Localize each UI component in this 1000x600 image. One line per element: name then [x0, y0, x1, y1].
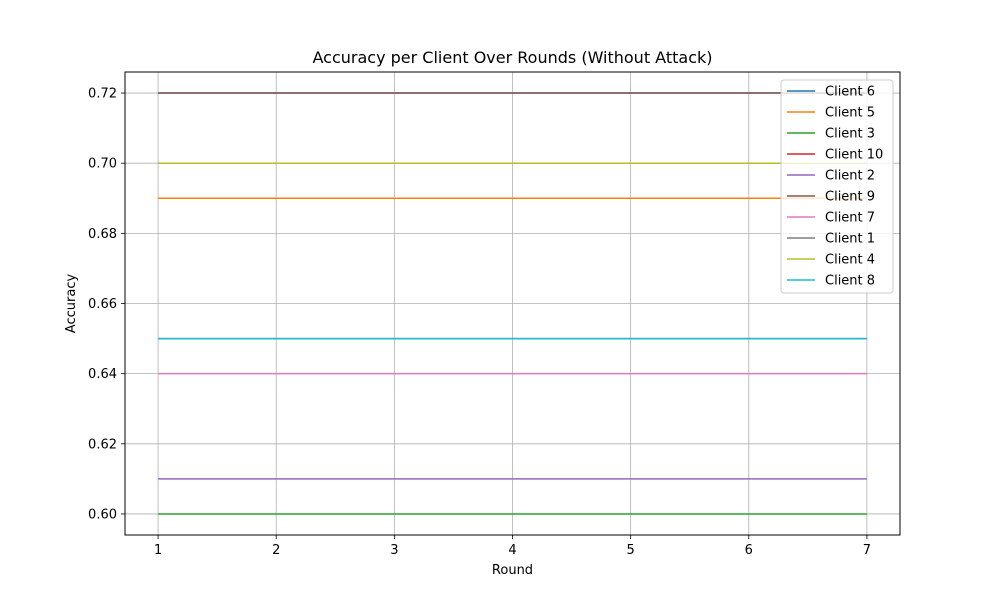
chart-title: Accuracy per Client Over Rounds (Without… — [313, 48, 713, 67]
legend-label-client-5: Client 5 — [825, 106, 875, 121]
legend-label-client-6: Client 6 — [825, 85, 875, 100]
y-axis-label: Accuracy — [64, 274, 79, 334]
legend-label-client-4: Client 4 — [825, 253, 875, 268]
x-tick-label: 1 — [154, 543, 162, 558]
y-tick-label: 0.66 — [88, 297, 117, 312]
legend-label-client-10: Client 10 — [825, 148, 883, 163]
legend-label-client-9: Client 9 — [825, 190, 875, 205]
x-axis-label: Round — [492, 563, 533, 578]
y-tick-label: 0.62 — [88, 437, 117, 452]
series-lines — [158, 92, 867, 515]
x-tick-label: 5 — [626, 543, 634, 558]
x-tick-label: 7 — [863, 543, 871, 558]
x-tick-label: 3 — [390, 543, 398, 558]
x-tick-label: 4 — [508, 543, 516, 558]
legend-label-client-7: Client 7 — [825, 211, 875, 226]
y-tick-label: 0.60 — [88, 507, 117, 522]
legend-label-client-3: Client 3 — [825, 127, 875, 142]
y-tick-label: 0.64 — [88, 367, 117, 382]
axis-ticks: 1 2 3 4 5 6 7 0.60 0.62 0.64 0.66 0.68 0.70 0.72 — [88, 87, 871, 558]
x-tick-label: 2 — [272, 543, 280, 558]
legend-label-client-2: Client 2 — [825, 169, 875, 184]
y-tick-label: 0.70 — [88, 157, 117, 172]
legend: Client 6 Client 5 Client 3 Client 10 Client … — [780, 79, 894, 294]
x-tick-label: 6 — [745, 543, 753, 558]
legend-label-client-1: Client 1 — [825, 232, 875, 247]
legend-label-client-8: Client 8 — [825, 274, 875, 289]
y-tick-label: 0.68 — [88, 227, 117, 242]
y-tick-label: 0.72 — [88, 87, 117, 102]
